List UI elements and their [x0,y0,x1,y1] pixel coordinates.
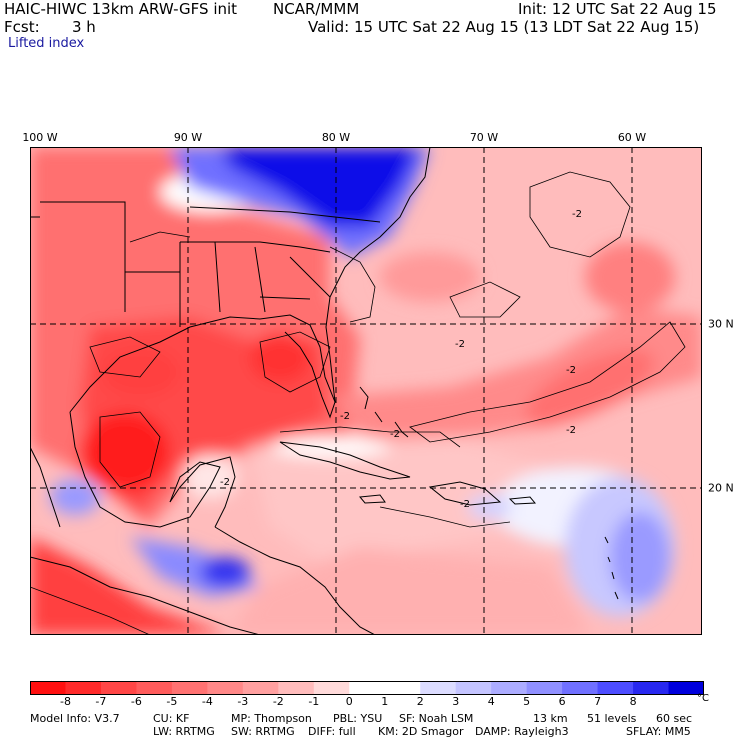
contour-label: -2 [340,411,350,422]
colorbar-swatch [278,681,315,695]
colorbar-swatch [65,681,102,695]
lon-label-60w: 60 W [617,131,647,144]
colorbar-swatch [420,681,457,695]
field-name: Lifted index [8,36,85,51]
colorbar-tick-label: -1 [308,695,320,708]
colorbar-unit: °C [697,693,709,704]
field-shading [30,147,702,635]
colorbar-tick-label: 5 [523,695,531,708]
lifted-index-map: -2 -2 -2 -2 -2 -2 -2 -2 [30,147,702,635]
contour-label: -2 [455,339,465,350]
coastlines [30,147,619,635]
colorbar-swatch [136,681,173,695]
map-frame [30,147,702,635]
contour-label: -2 [460,499,470,510]
colorbar-tick-label: -6 [130,695,142,708]
colorbar-tick-label: 6 [558,695,566,708]
colorbar-swatch [207,681,244,695]
lon-label-90w: 90 W [173,131,203,144]
colorbar-tick-label: 0 [345,695,353,708]
colorbar-tick-label: 8 [629,695,637,708]
colorbar-tick-label: -2 [272,695,284,708]
colorbar-tick-label: 7 [594,695,602,708]
lat-label-30n: 30 N [708,317,734,331]
footer-sw: SW: RRTMG [231,725,295,738]
colorbar-swatch [491,681,528,695]
init-time: Init: 12 UTC Sat 22 Aug 15 [518,0,717,18]
colorbar-swatch [100,681,137,695]
colorbar-tick-label: -7 [95,695,107,708]
colorbar-swatch [242,681,279,695]
contour-label: -2 [220,477,230,488]
forecast-hour: 3 h [72,18,96,36]
footer-diff: DIFF: full [308,725,356,738]
footer-timestep: 60 sec [656,712,693,725]
colorbar-swatch [597,681,634,695]
footer-lw: LW: RRTMG [153,725,215,738]
colorbar-tick-label: 2 [416,695,424,708]
valid-time: Valid: 15 UTC Sat 22 Aug 15 (13 LDT Sat … [308,18,700,36]
colorbar-swatch [171,681,208,695]
colorbar-tick-label: -5 [166,695,178,708]
contour-label: -2 [566,425,576,436]
lon-label-80w: 80 W [321,131,351,144]
colorbar-swatch [313,681,350,695]
colorbar-swatch [562,681,599,695]
footer-resolution: 13 km [533,712,568,725]
colorbar [30,681,704,695]
colorbar-swatch [526,681,563,695]
contour-label: -2 [572,209,582,220]
contour-label: -2 [566,365,576,376]
colorbar-frame [30,681,704,695]
model-title: HAIC-HIWC 13km ARW-GFS init [4,0,238,18]
colorbar-tick-label: -3 [237,695,249,708]
lon-label-70w: 70 W [469,131,499,144]
org-label: NCAR/MMM [273,0,360,18]
lat-lon-grid [30,147,702,635]
colorbar-swatch [633,681,670,695]
colorbar-swatch [30,681,66,695]
footer-cu: CU: KF [153,712,190,725]
colorbar-tick-label: -8 [60,695,71,708]
footer-pbl: PBL: YSU [333,712,383,725]
colorbar-swatch [349,681,386,695]
lon-label-100w: 100 W [22,131,58,144]
footer-levels: 51 levels [587,712,637,725]
footer-sf: SF: Noah LSM [399,712,474,725]
footer-sflay: SFLAY: MM5 [626,725,691,738]
footer-km: KM: 2D Smagor [378,725,464,738]
colorbar-swatch [668,681,704,695]
footer-mp: MP: Thompson [231,712,312,725]
lat-label-20n: 20 N [708,481,734,495]
forecast-label: Fcst: [4,18,40,36]
contour-label: -2 [390,429,400,440]
colorbar-tick-label: -4 [201,695,213,708]
colorbar-tick-label: 3 [452,695,460,708]
footer-model-info: Model Info: V3.7 [30,712,120,725]
colorbar-tick-label: 1 [381,695,389,708]
footer-damp: DAMP: Rayleigh3 [475,725,569,738]
contour-labels: -2 -2 -2 -2 -2 -2 -2 -2 [220,209,582,510]
contour-lines [30,171,686,635]
colorbar-tick-label: 4 [487,695,495,708]
colorbar-swatch [384,681,421,695]
colorbar-swatch [455,681,492,695]
